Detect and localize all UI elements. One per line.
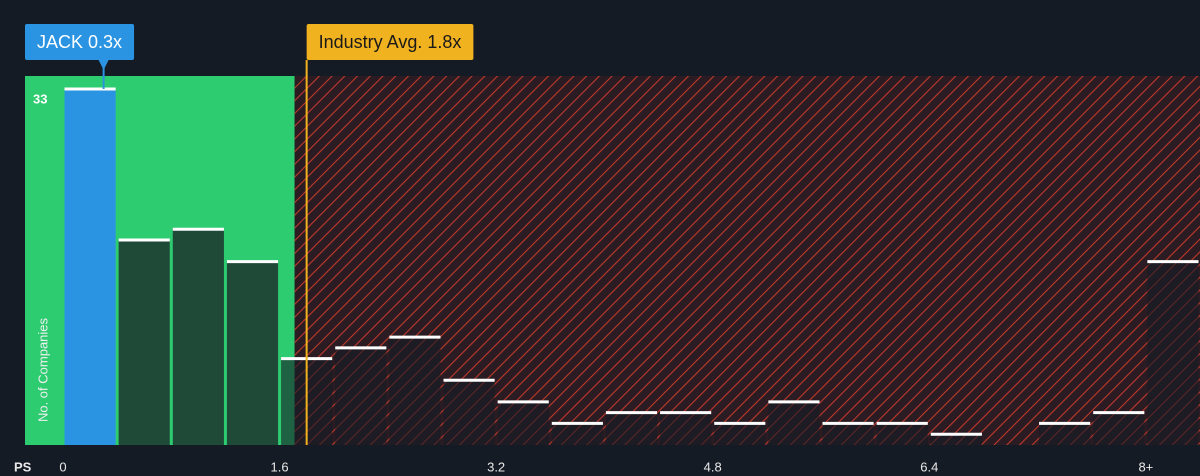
bar [172, 229, 224, 445]
bar [443, 380, 495, 445]
y-axis-label: No. of Companies [35, 317, 50, 422]
industry-avg-label: Industry Avg. 1.8x [319, 32, 462, 52]
bar [714, 423, 766, 445]
bar [1039, 423, 1091, 445]
bar [1093, 412, 1145, 445]
bar [930, 434, 982, 445]
x-tick-label: 1.6 [271, 459, 289, 474]
bar [822, 423, 874, 445]
bar [768, 401, 820, 445]
bar [497, 401, 549, 445]
bar [335, 347, 387, 445]
bar [64, 88, 116, 446]
y-tick-label: 33 [33, 91, 47, 106]
bar [118, 240, 170, 445]
bar [876, 423, 928, 445]
company-label: JACK 0.3x [37, 32, 122, 52]
company-pointer [98, 60, 109, 70]
x-tick-label: 6.4 [920, 459, 938, 474]
bar [226, 261, 279, 445]
x-tick-label: 8+ [1138, 459, 1153, 474]
industry-avg-box [306, 24, 474, 60]
bar [389, 337, 441, 445]
x-axis-label: PS [14, 459, 32, 474]
bar [605, 412, 658, 445]
bar [551, 423, 603, 445]
x-tick-label: 0 [59, 459, 66, 474]
bar [660, 412, 712, 445]
bar [1147, 261, 1199, 445]
company-box [25, 24, 135, 60]
x-tick-label: 3.2 [487, 459, 505, 474]
x-tick-label: 4.8 [704, 459, 722, 474]
